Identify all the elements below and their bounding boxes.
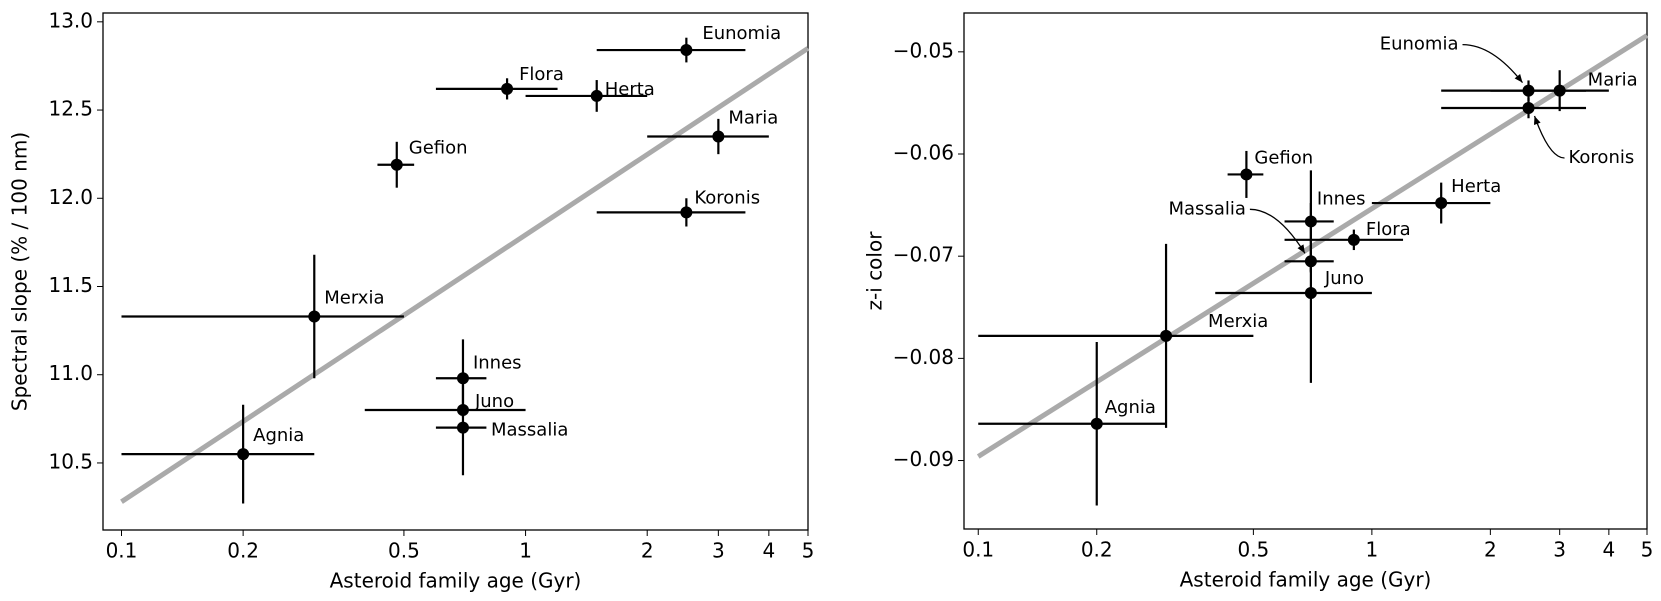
data-point <box>1160 329 1173 342</box>
data-point <box>1090 417 1103 430</box>
data-point <box>1240 168 1253 181</box>
data-point <box>1304 286 1317 299</box>
x-axis-label: Asteroid family age (Gyr) <box>330 569 582 593</box>
point-label: Agnia <box>1105 397 1156 418</box>
point-label: Agnia <box>253 425 304 446</box>
x-tick-label: 2 <box>1484 538 1497 562</box>
arrow-head <box>1297 244 1305 254</box>
data-point <box>456 421 469 434</box>
data-point <box>1553 84 1566 97</box>
arrow-head <box>1514 73 1523 83</box>
x-tick-label: 0.2 <box>1081 538 1113 562</box>
data-point <box>712 130 725 143</box>
fit-line <box>976 33 1649 459</box>
point-label: Juno <box>474 391 514 412</box>
point-label: Massalia <box>491 420 568 441</box>
point-label: Juno <box>1324 268 1364 289</box>
plot-frame <box>102 12 809 531</box>
annotation-arrow <box>1462 44 1524 84</box>
y-tick-label: −0.06 <box>893 141 954 165</box>
x-tick-label: 2 <box>641 539 654 563</box>
data-point <box>390 158 403 171</box>
point-label: Koronis <box>1569 147 1635 168</box>
point-label: Flora <box>1366 219 1411 240</box>
y-axis-label: z-i color <box>863 231 887 311</box>
y-tick-label: 13.0 <box>48 8 93 32</box>
x-tick-label: 4 <box>762 539 775 563</box>
x-tick-label: 3 <box>712 539 725 563</box>
data-point <box>680 206 693 219</box>
point-label: Koronis <box>694 187 760 208</box>
point-label: Merxia <box>1208 311 1268 332</box>
x-tick-label: 0.5 <box>1237 538 1269 562</box>
data-point <box>456 372 469 385</box>
x-tick-label: 3 <box>1553 538 1566 562</box>
y-tick-label: 12.0 <box>48 185 93 209</box>
point-label: Herta <box>1451 176 1501 197</box>
data-point <box>237 448 250 461</box>
arrow-head <box>1533 116 1541 126</box>
data-point <box>680 44 693 57</box>
y-tick-label: 11.0 <box>48 361 93 385</box>
point-label: Massalia <box>1169 198 1246 219</box>
data-point <box>308 310 321 323</box>
y-tick-label: 10.5 <box>48 449 93 473</box>
x-tick-label: 0.2 <box>227 539 259 563</box>
point-label: Innes <box>473 352 522 373</box>
x-tick-label: 5 <box>802 539 815 563</box>
point-label: Gefion <box>1254 147 1313 168</box>
data-point <box>1522 102 1535 115</box>
data-point <box>501 82 514 95</box>
x-tick-label: 5 <box>1641 538 1654 562</box>
x-tick-label: 0.1 <box>962 538 994 562</box>
annotation-arrow <box>1249 208 1306 254</box>
x-tick-label: 0.1 <box>106 539 138 563</box>
y-tick-label: 11.5 <box>48 273 93 297</box>
point-label: Eunomia <box>702 23 781 44</box>
x-tick-label: 0.5 <box>388 539 420 563</box>
point-label: Herta <box>605 79 655 100</box>
y-axis-label: Spectral slope (% / 100 nm) <box>8 132 32 411</box>
y-tick-label: −0.08 <box>893 345 954 369</box>
y-tick-label: −0.07 <box>893 243 954 267</box>
x-axis-label: Asteroid family age (Gyr) <box>1180 568 1432 592</box>
point-label: Maria <box>1588 70 1638 91</box>
x-tick-label: 4 <box>1602 538 1615 562</box>
point-label: Gefion <box>409 138 468 159</box>
x-tick-label: 1 <box>1366 538 1379 562</box>
data-point <box>590 89 603 102</box>
point-label: Flora <box>519 64 564 85</box>
point-label: Eunomia <box>1380 34 1459 55</box>
x-tick-label: 1 <box>519 539 532 563</box>
point-label: Innes <box>1317 188 1366 209</box>
y-tick-label: −0.09 <box>893 447 954 471</box>
data-point <box>1435 197 1448 210</box>
data-point <box>1347 233 1360 246</box>
point-label: Merxia <box>324 287 384 308</box>
point-label: Maria <box>728 108 778 129</box>
plot-frame <box>963 12 1648 530</box>
y-tick-label: 12.5 <box>48 97 93 121</box>
fit-line <box>120 46 810 504</box>
y-tick-label: −0.05 <box>893 38 954 62</box>
